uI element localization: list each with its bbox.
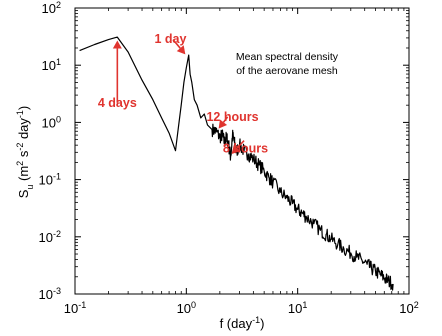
y-tick-label: 100 (42, 114, 61, 130)
x-tick-label: 10-1 (64, 300, 86, 316)
annotation-arrow-shaft (236, 140, 245, 149)
y-tick-label: 10-1 (39, 172, 61, 188)
inset-text-line-1: Mean spectral density (236, 51, 339, 63)
annotations: 4 days 1 day 12 hours 8 hours (98, 32, 268, 156)
x-tick-label: 101 (288, 300, 307, 316)
x-tick-label: 100 (177, 300, 196, 316)
annotation-arrow-shaft (222, 116, 229, 123)
y-axis-label: Su (m2 s-2 day-1) (15, 106, 35, 199)
annotation-arrow-head (112, 40, 122, 49)
inset-text-line-2: of the aerovane mesh (236, 65, 338, 77)
annotation-label: 12 hours (206, 110, 258, 124)
x-tick-label: 102 (399, 300, 418, 316)
annotation-arrow-head (218, 119, 228, 129)
spectrum-line (79, 36, 394, 291)
annotation-label: 1 day (154, 32, 186, 46)
x-axis-label: f (day-1) (220, 315, 265, 331)
x-axis-ticks: 10-1 100 101 102 (64, 8, 419, 316)
y-tick-label: 10-2 (39, 229, 61, 245)
y-tick-label: 102 (42, 0, 61, 16)
y-tick-label: 101 (42, 57, 61, 73)
y-tick-label: 10-3 (39, 286, 61, 302)
annotation-label: 8 hours (223, 142, 268, 156)
annotation-arrow-head (176, 45, 186, 55)
annotation-label: 4 days (98, 96, 137, 110)
annotation-arrow-shaft (172, 39, 181, 49)
y-axis-ticks: 10-3 10-2 10-1 100 101 102 (39, 0, 409, 302)
annotation-arrow-head (231, 145, 241, 155)
